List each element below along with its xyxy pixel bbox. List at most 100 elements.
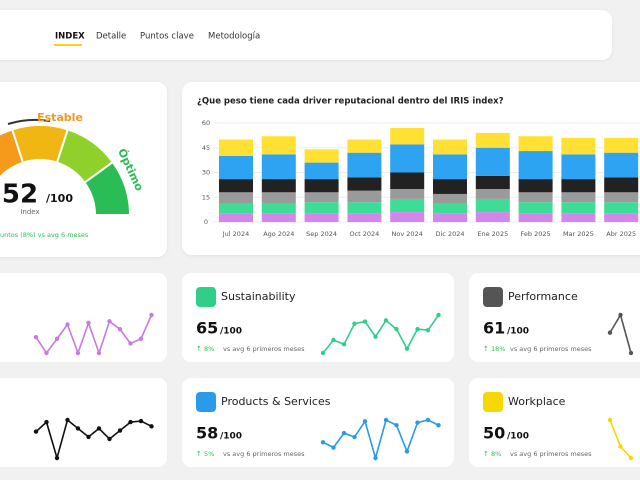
nav-item[interactable]: INDEX bbox=[55, 32, 85, 42]
card-title: Sustainability bbox=[221, 290, 296, 303]
sparkline-point bbox=[383, 318, 389, 323]
bar-segment bbox=[433, 203, 467, 214]
gauge-suffix: /100 bbox=[46, 192, 73, 205]
sparkline-point bbox=[44, 419, 49, 425]
card bbox=[469, 378, 640, 467]
card-note: vs avg 6 primeros meses bbox=[223, 450, 305, 458]
bar-segment bbox=[604, 202, 639, 214]
bar-segment bbox=[433, 213, 467, 222]
card-change: 5% bbox=[204, 450, 214, 458]
bar-segment bbox=[261, 192, 296, 204]
sparkline-point bbox=[320, 350, 326, 356]
card-icon bbox=[483, 287, 503, 307]
card-title: Products & Services bbox=[221, 395, 331, 408]
gauge-label: Index bbox=[20, 208, 39, 216]
bar-segment bbox=[475, 175, 510, 189]
x-tick-label: Oct 2024 bbox=[349, 230, 379, 238]
sparkline-point bbox=[373, 334, 378, 339]
bar-segment bbox=[518, 202, 553, 214]
card bbox=[182, 273, 454, 362]
bar-segment bbox=[518, 192, 553, 203]
sparkline-point bbox=[352, 434, 357, 440]
bar-segment bbox=[518, 179, 553, 193]
x-tick-label: Jul 2024 bbox=[222, 230, 249, 238]
bar-segment bbox=[561, 213, 596, 222]
bar-segment bbox=[604, 137, 639, 153]
sparkline-point bbox=[86, 434, 91, 440]
card-icon bbox=[483, 392, 503, 412]
bar-segment bbox=[475, 198, 510, 213]
bar-segment bbox=[604, 192, 639, 203]
sparkline-point bbox=[362, 319, 368, 324]
sparkline-point bbox=[404, 346, 410, 351]
card-score: 61 bbox=[483, 319, 505, 338]
bar-segment bbox=[219, 203, 253, 214]
x-tick-label: Abr 2025 bbox=[606, 230, 636, 238]
nav-item[interactable]: Metodología bbox=[208, 32, 260, 42]
bar-segment bbox=[475, 212, 510, 222]
bar-segment bbox=[304, 179, 339, 193]
sparkline-point bbox=[117, 428, 123, 433]
bar-segment bbox=[347, 139, 382, 153]
bar-segment bbox=[347, 152, 382, 178]
sparkline-point bbox=[331, 445, 336, 450]
bar-segment bbox=[347, 177, 382, 191]
bar-segment bbox=[604, 213, 639, 222]
sparkline-point bbox=[128, 419, 133, 425]
x-tick-label: Nov 2024 bbox=[392, 230, 423, 238]
zone-label: Estable bbox=[37, 111, 83, 124]
bar-segment bbox=[219, 139, 253, 156]
sparkline-point bbox=[33, 334, 39, 340]
change-arrow: ↑ bbox=[196, 450, 202, 458]
card-score: 50 bbox=[483, 424, 505, 443]
sparkline-point bbox=[373, 455, 378, 461]
card-change: 8% bbox=[491, 450, 501, 458]
sparkline-point bbox=[54, 336, 60, 341]
bar-segment bbox=[390, 127, 425, 145]
bar-segment bbox=[518, 136, 553, 152]
nav-underline bbox=[54, 44, 82, 46]
bar-segment bbox=[390, 189, 425, 199]
x-tick-label: Dic 2024 bbox=[436, 230, 465, 238]
x-tick-label: Feb 2025 bbox=[521, 230, 551, 238]
sparkline-point bbox=[618, 444, 623, 449]
bar-segment bbox=[433, 139, 467, 155]
sparkline-point bbox=[618, 312, 623, 318]
bar-segment bbox=[347, 190, 382, 203]
bar-segment bbox=[390, 172, 425, 189]
nav-item[interactable]: Detalle bbox=[96, 32, 126, 42]
bar-segment bbox=[390, 198, 425, 213]
sparkline-point bbox=[607, 417, 613, 423]
sparkline-point bbox=[117, 327, 123, 332]
y-tick-label: 60 bbox=[202, 119, 210, 127]
bar-segment bbox=[304, 149, 339, 163]
chart-title: ¿Que peso tiene cada driver reputacional… bbox=[197, 97, 504, 107]
bar-segment bbox=[390, 212, 425, 222]
sparkline-point bbox=[65, 322, 70, 327]
card-note: vs avg 6 primeros meses bbox=[510, 345, 592, 353]
sparkline-point bbox=[75, 350, 81, 356]
card-icon bbox=[196, 287, 216, 307]
bar-segment bbox=[561, 192, 596, 203]
bar-segment bbox=[475, 189, 510, 199]
sparkline-point bbox=[107, 319, 112, 324]
bar-segment bbox=[475, 132, 510, 148]
bar-segment bbox=[433, 179, 467, 194]
sparkline-point bbox=[86, 320, 91, 326]
sparkline-point bbox=[128, 341, 133, 346]
sparkline-point bbox=[415, 326, 420, 332]
card-score: 58 bbox=[196, 424, 218, 443]
y-tick-label: 15 bbox=[202, 193, 210, 201]
nav-item[interactable]: Puntos clave bbox=[140, 32, 194, 42]
bar-segment bbox=[347, 213, 382, 222]
sparkline-point bbox=[331, 337, 336, 343]
bar-segment bbox=[219, 192, 253, 204]
sparkline-point bbox=[394, 423, 399, 428]
sparkline-point bbox=[352, 321, 357, 326]
sparkline-point bbox=[138, 336, 144, 341]
sparkline-point bbox=[44, 350, 49, 356]
bar-segment bbox=[304, 162, 339, 180]
bar-segment bbox=[304, 202, 339, 214]
